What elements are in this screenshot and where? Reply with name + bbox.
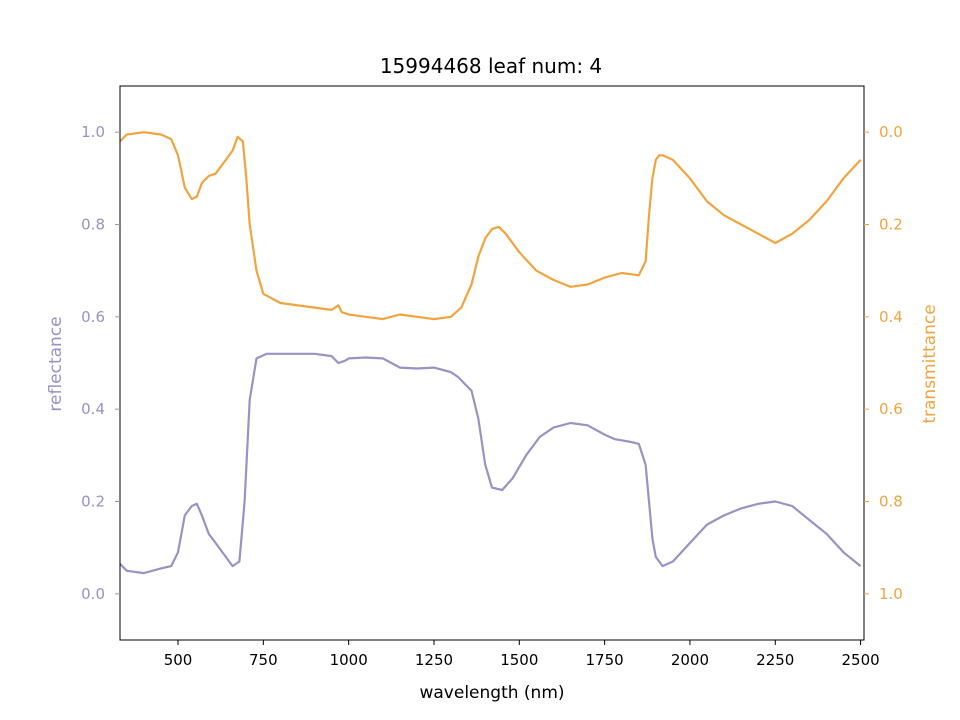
- right-y-tick-label: 0.6: [879, 400, 903, 418]
- left-y-tick-label: 0.4: [81, 400, 105, 418]
- x-axis: 500 750 1000 1250 1500 1750 2000 2250 2500: [164, 640, 880, 669]
- x-tick-label: 1000: [330, 651, 368, 669]
- right-y-tick-label: 0.4: [879, 308, 903, 326]
- right-y-tick-label: 0.2: [879, 216, 903, 234]
- right-y-tick-label: 0.0: [879, 123, 903, 141]
- left-y-tick-label: 0.8: [81, 216, 105, 234]
- left-y-tick-label: 0.0: [81, 585, 105, 603]
- right-y-tick-label: 1.0: [879, 585, 903, 603]
- x-tick-label: 2000: [671, 651, 709, 669]
- left-y-tick-label: 0.6: [81, 308, 105, 326]
- reflectance-series-line: [119, 352, 862, 575]
- x-tick-label: 500: [164, 651, 193, 669]
- x-tick-label: 2500: [841, 651, 879, 669]
- plot-frame: [119, 85, 865, 641]
- x-tick-label: 2250: [756, 651, 794, 669]
- series-layer: [119, 131, 862, 575]
- right-y-tick-label: 0.8: [879, 493, 903, 511]
- left-y-tick-label: 0.2: [81, 493, 105, 511]
- right-y-axis: 0.0 0.2 0.4 0.6 0.8 1.0: [864, 123, 903, 603]
- x-tick-label: 1750: [586, 651, 624, 669]
- x-tick-label: 1500: [500, 651, 538, 669]
- left-y-axis: 0.0 0.2 0.4 0.6 0.8 1.0: [81, 123, 120, 603]
- x-axis-label: wavelength (nm): [419, 683, 564, 703]
- x-tick-label: 750: [249, 651, 278, 669]
- x-tick-label: 1250: [415, 651, 453, 669]
- transmittance-series-line: [119, 131, 862, 321]
- left-y-axis-label: reflectance: [46, 316, 66, 411]
- chart-title: 15994468 leaf num: 4: [380, 54, 602, 78]
- right-y-axis-label: transmittance: [920, 304, 940, 423]
- left-y-tick-label: 1.0: [81, 123, 105, 141]
